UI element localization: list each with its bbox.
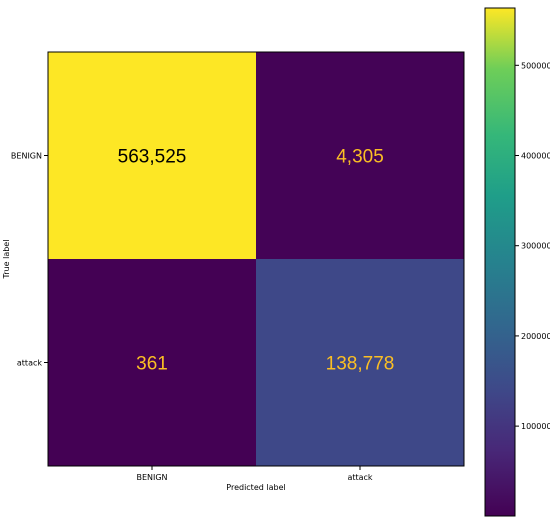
x-tick-label-0: BENIGN xyxy=(136,473,167,482)
x-axis-label: Predicted label xyxy=(226,483,285,492)
heatmap-cell-0-1 xyxy=(256,52,464,259)
colorbar: 100000 200000 300000 400000 500000 xyxy=(484,7,550,517)
cell-value-label-0-1: 4,305 xyxy=(336,147,384,168)
colorbar-tick-label-3: 400000 xyxy=(521,152,550,161)
x-axis-ticks: BENIGN attack xyxy=(136,466,373,482)
cell-value-labels: 563,525 4,305 361 138,778 xyxy=(118,147,395,375)
colorbar-tick-label-1: 200000 xyxy=(521,332,550,341)
colorbar-tick-label-2: 300000 xyxy=(521,242,550,251)
heatmap-cell-0-0 xyxy=(48,52,256,259)
colorbar-ticks: 100000 200000 300000 400000 500000 xyxy=(515,61,550,431)
heatmap-cells xyxy=(48,52,464,466)
y-tick-label-1: attack xyxy=(17,359,42,368)
cell-value-label-1-1: 138,778 xyxy=(326,354,395,375)
colorbar-tick-label-0: 100000 xyxy=(521,422,550,431)
y-axis-ticks: BENIGN attack xyxy=(11,152,48,368)
x-tick-label-1: attack xyxy=(347,473,372,482)
heatmap-cell-1-1 xyxy=(256,259,464,466)
colorbar-gradient xyxy=(484,7,516,517)
y-tick-label-0: BENIGN xyxy=(11,152,42,161)
colorbar-tick-label-4: 500000 xyxy=(521,61,550,70)
heatmap-cell-1-0 xyxy=(48,259,256,466)
plot-frame xyxy=(47,51,465,467)
y-axis-label: True label xyxy=(2,240,11,280)
cell-value-label-1-0: 361 xyxy=(136,354,168,375)
cell-value-label-0-0: 563,525 xyxy=(118,147,187,168)
